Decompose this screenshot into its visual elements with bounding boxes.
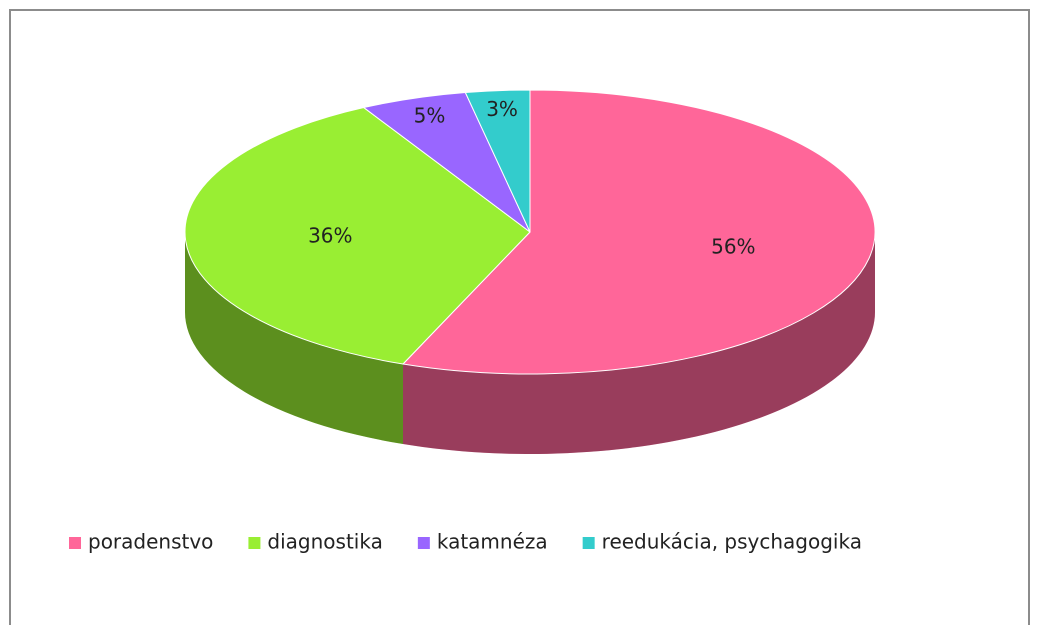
slice (464, 89, 531, 233)
slice-side-shade (185, 232, 403, 445)
legend-marker (580, 535, 597, 551)
slice (401, 89, 876, 375)
data-label: 3% (486, 97, 518, 121)
data-label: 36% (308, 224, 352, 248)
legend-marker (415, 535, 432, 551)
slice-side (402, 232, 875, 454)
legend-label: reedukácia, psychagogika (602, 530, 862, 554)
slice-side-shade (402, 232, 875, 454)
legend-marker (246, 535, 263, 551)
slice (184, 107, 531, 365)
data-label: 56% (711, 234, 755, 258)
data-label: 5% (414, 104, 446, 128)
legend-label: katamnéza (437, 530, 548, 554)
slice-side (185, 232, 403, 445)
legend-label: diagnostika (267, 530, 382, 554)
legend-label: poradenstvo (88, 530, 213, 554)
legend-marker (67, 535, 83, 551)
